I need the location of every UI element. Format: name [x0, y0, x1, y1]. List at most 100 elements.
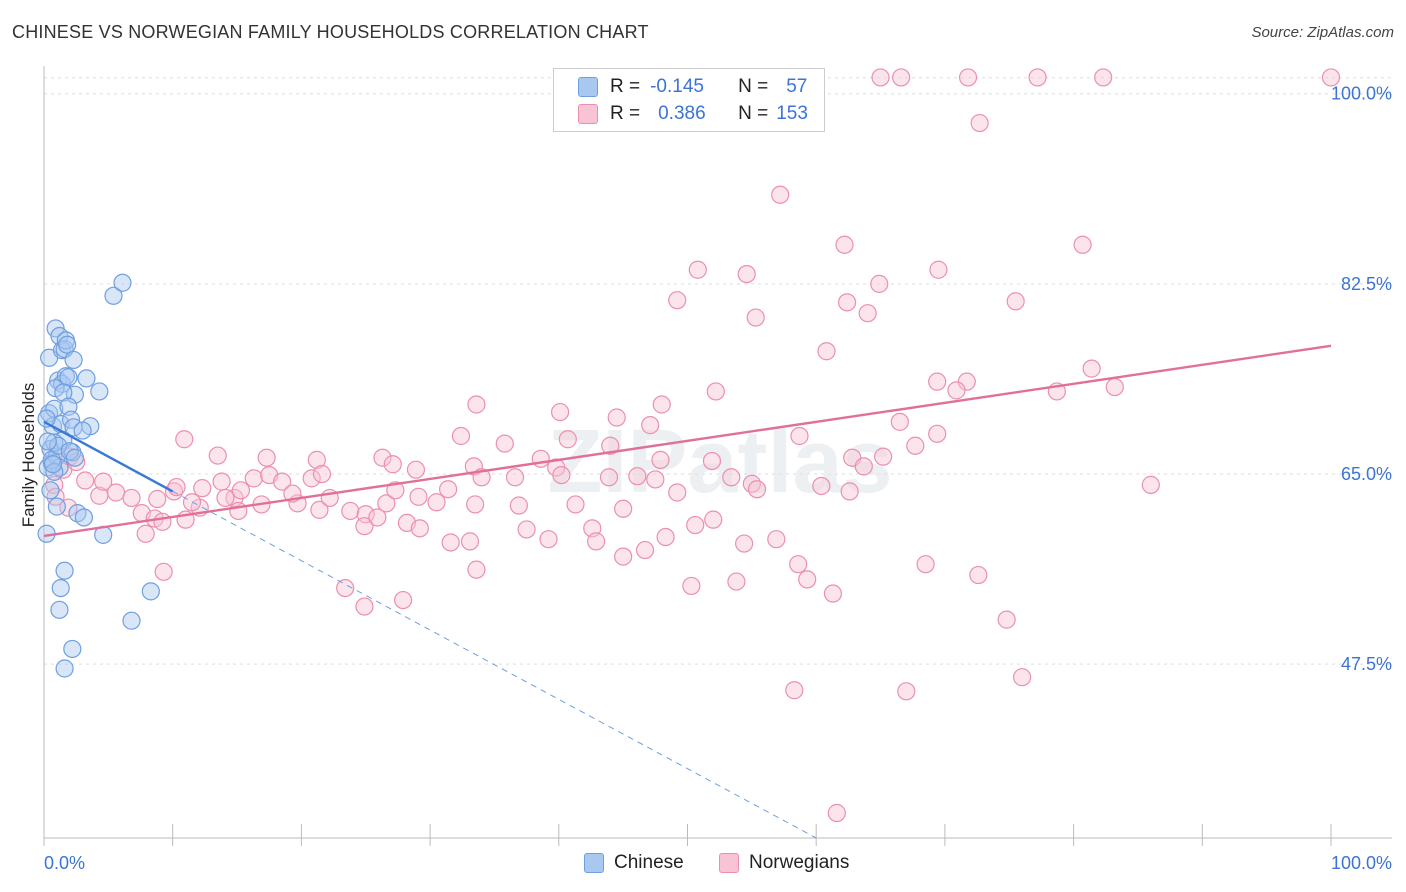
chinese-point	[74, 508, 93, 527]
norwegians-point	[1094, 68, 1113, 87]
norwegians-point	[727, 572, 746, 591]
norwegians-point	[76, 471, 95, 490]
norwegians-point	[890, 412, 909, 431]
norwegians-point	[505, 468, 525, 487]
legend-n-value: 153	[776, 103, 808, 124]
norwegians-point	[393, 590, 413, 610]
chinese-point	[77, 369, 96, 388]
norwegians-point	[466, 495, 485, 514]
chinese-point	[73, 421, 92, 440]
chinese-point	[37, 409, 56, 428]
chinese-point	[45, 399, 64, 418]
norwegians-point	[614, 499, 633, 518]
norwegians-point	[651, 450, 670, 469]
norwegians-point	[997, 610, 1016, 629]
norwegians-point	[310, 500, 329, 519]
norwegians-point	[746, 308, 765, 327]
norwegians-point	[441, 533, 460, 552]
norwegians-point	[517, 520, 536, 539]
norwegians-point	[916, 555, 935, 574]
y-tick-labels: 47.5% 65.0% 82.5% 100.0%	[1331, 84, 1392, 674]
norwegians-point	[307, 450, 326, 469]
norwegians-point	[870, 274, 889, 293]
norwegians-point	[1082, 359, 1101, 378]
norwegians-point	[668, 291, 687, 310]
norwegians-points	[45, 68, 1341, 823]
norwegians-point	[970, 113, 989, 133]
norwegians-point	[451, 426, 471, 446]
norwegians-point	[706, 382, 725, 401]
legend-swatch-norwegians	[719, 853, 739, 873]
norwegians-point	[216, 488, 235, 508]
norwegians-point	[231, 481, 251, 500]
norwegians-point	[646, 470, 665, 489]
norwegians-point	[928, 372, 947, 391]
norwegians-point	[386, 481, 405, 500]
legend-item-chinese[interactable]: Chinese	[584, 852, 684, 874]
norwegians-point	[467, 395, 486, 414]
norwegians-point	[377, 494, 396, 513]
norwegians-point	[858, 304, 877, 323]
norwegians-point	[702, 451, 722, 471]
chinese-trend-line	[43, 420, 174, 493]
chinese-point	[63, 639, 82, 659]
legend-n-label: N =	[738, 103, 769, 124]
norwegians-point	[686, 515, 705, 535]
norwegians-point	[1028, 68, 1047, 87]
legend-row-chinese: R = -0.145 N = 57	[578, 74, 807, 100]
norwegians-point	[682, 576, 701, 596]
norwegians-point	[641, 416, 660, 435]
chinese-point	[38, 432, 57, 451]
norwegians-point	[790, 426, 809, 446]
chinese-point	[54, 383, 73, 402]
chinese-points	[37, 273, 160, 678]
norwegians-point	[823, 584, 843, 603]
correlation-legend: R = -0.145 N = 57 R = 0.386 N = 153	[553, 68, 825, 132]
norwegians-point	[460, 532, 480, 551]
norwegians-point	[193, 479, 212, 498]
norwegians-point	[208, 446, 227, 465]
chinese-point	[43, 455, 63, 474]
norwegians-point	[531, 449, 550, 468]
norwegians-point	[336, 578, 355, 598]
norwegians-point	[439, 480, 458, 499]
norwegians-point	[614, 547, 633, 566]
norwegians-point	[566, 495, 585, 514]
y-tick-label: 47.5%	[1341, 654, 1392, 674]
norwegians-point	[383, 455, 402, 474]
norwegians-point	[928, 424, 947, 443]
chinese-point	[49, 436, 68, 455]
norwegians-point	[368, 508, 387, 527]
norwegians-point	[929, 260, 948, 279]
norwegians-trend-line	[43, 344, 1332, 538]
x-tick-label: 0.0%	[44, 853, 85, 873]
norwegians-point	[785, 681, 804, 700]
norwegians-point	[406, 460, 426, 479]
norwegians-point	[409, 487, 428, 506]
legend-item-norwegians[interactable]: Norwegians	[719, 852, 849, 874]
chinese-point	[64, 350, 83, 370]
norwegians-point	[550, 402, 570, 422]
chinese-point	[50, 600, 69, 619]
norwegians-point	[94, 472, 113, 491]
chinese-point	[58, 335, 77, 354]
norwegians-point	[509, 496, 529, 515]
norwegians-point	[1141, 475, 1160, 494]
norwegians-point	[244, 469, 263, 488]
norwegians-point	[229, 501, 248, 521]
norwegians-point	[789, 555, 808, 574]
legend-r-label: R =	[610, 103, 641, 124]
chinese-point	[122, 611, 141, 630]
norwegians-point	[427, 493, 446, 512]
norwegians-point	[148, 489, 167, 509]
legend-n-label: N =	[738, 76, 769, 97]
legend-row-norwegians: R = 0.386 N = 153	[578, 101, 808, 127]
chinese-point	[104, 286, 123, 305]
norwegians-point	[871, 68, 890, 87]
legend-swatch-chinese	[584, 853, 604, 873]
norwegians-point	[154, 562, 173, 581]
legend-r-value: 0.386	[658, 103, 706, 124]
norwegians-point	[122, 488, 141, 508]
norwegians-point	[628, 467, 647, 486]
norwegians-point	[272, 472, 292, 491]
